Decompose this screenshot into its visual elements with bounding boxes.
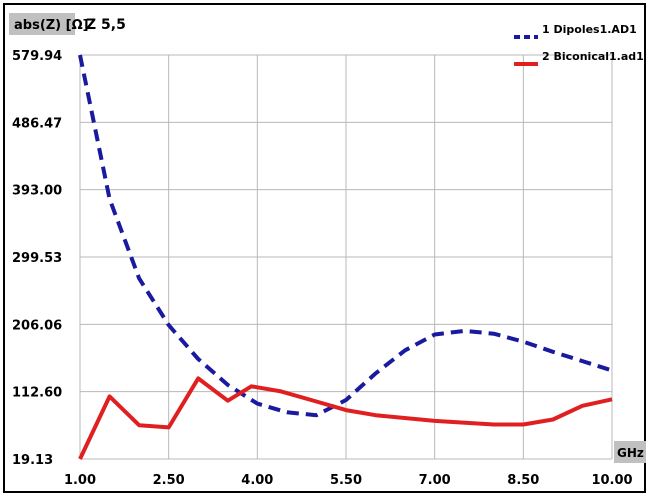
y-tick-label: 393.00 xyxy=(12,184,62,199)
xlabel-box xyxy=(614,441,646,463)
x-tick-label: 2.50 xyxy=(153,473,185,488)
x-axis-label: GHz xyxy=(617,446,644,460)
y-tick-label: 19.13 xyxy=(12,453,53,468)
series-lines xyxy=(78,54,613,460)
x-tick-labels: 1.00 2.50 4.00 5.50 7.00 8.50 10.00 xyxy=(64,473,633,488)
y-tick-label: 299.53 xyxy=(12,251,62,266)
y-tick-label: 579.94 xyxy=(12,49,62,64)
y-tick-label: 206.06 xyxy=(12,318,62,333)
ylabel-box xyxy=(9,13,75,35)
y-axis-label: abs(Z) [Ω] xyxy=(14,18,89,33)
x-tick-label: 10.00 xyxy=(591,473,632,488)
y-tick-label: 112.60 xyxy=(12,386,62,401)
legend-label-biconical: 2 Biconical1.ad1 xyxy=(542,50,644,63)
legend: 1 Dipoles1.AD1 2 Biconical1.ad1 xyxy=(514,23,644,66)
x-tick-label: 1.00 xyxy=(64,473,96,488)
grid xyxy=(79,54,613,460)
x-tick-label: 4.00 xyxy=(241,473,273,488)
chart-title: Z 5,5 xyxy=(86,17,126,33)
x-tick-label: 8.50 xyxy=(507,473,539,488)
series-line-2 xyxy=(78,376,613,460)
y-tick-label: 486.47 xyxy=(12,116,62,131)
legend-label-dipoles: 1 Dipoles1.AD1 xyxy=(542,23,637,36)
x-tick-label: 5.50 xyxy=(330,473,362,488)
y-tick-labels: 19.13 112.60 206.06 299.53 393.00 486.47 579.9… xyxy=(12,49,62,468)
series-line-1 xyxy=(78,54,613,418)
x-tick-label: 7.00 xyxy=(419,473,451,488)
